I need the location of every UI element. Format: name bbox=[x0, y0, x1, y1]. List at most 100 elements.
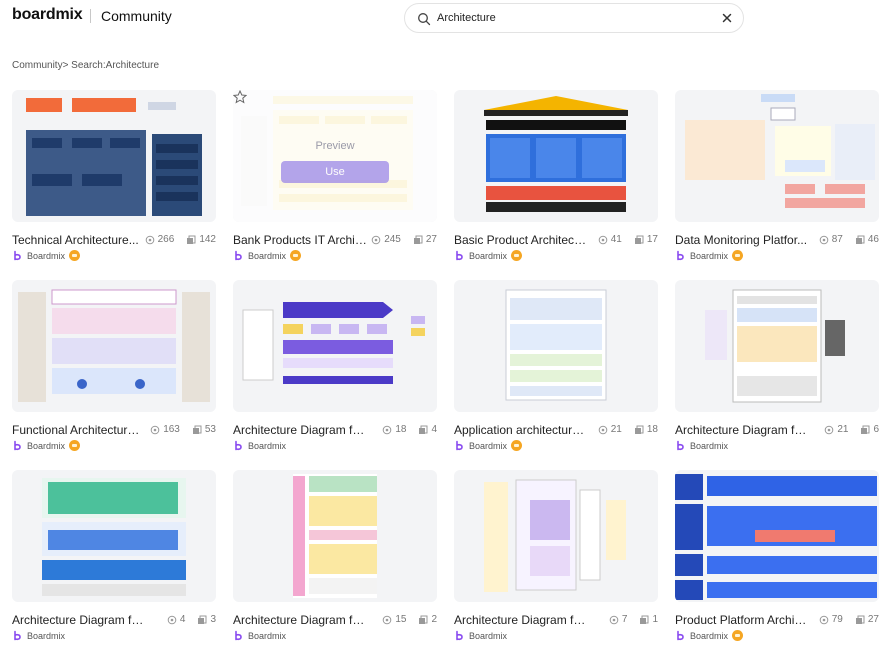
thumbnail-image bbox=[685, 94, 875, 208]
template-card[interactable]: Basic Product Architectur... 41 17 Board… bbox=[454, 90, 658, 262]
thumbnail-image bbox=[675, 474, 877, 600]
template-thumbnail[interactable] bbox=[12, 470, 216, 602]
close-icon[interactable] bbox=[720, 11, 734, 25]
copies-count: 3 bbox=[210, 614, 216, 625]
copies-icon bbox=[419, 615, 428, 624]
author[interactable]: Boardmix bbox=[675, 440, 728, 451]
card-stats: 4 3 bbox=[167, 614, 216, 625]
boardmix-b-icon bbox=[12, 250, 23, 261]
views-count: 18 bbox=[395, 424, 407, 435]
author-name[interactable]: Boardmix bbox=[248, 440, 287, 451]
template-card[interactable]: Application architecture ... 21 18 Board… bbox=[454, 280, 658, 452]
breadcrumb[interactable]: Community> Search:Architecture bbox=[12, 60, 160, 71]
card-stats: 266 142 bbox=[145, 234, 216, 245]
card-title[interactable]: Application architecture ... bbox=[454, 423, 588, 437]
template-thumbnail[interactable] bbox=[454, 280, 658, 412]
author[interactable]: Boardmix bbox=[12, 440, 81, 451]
template-thumbnail[interactable] bbox=[454, 470, 658, 602]
creator-badge-icon bbox=[732, 250, 744, 261]
preview-button[interactable]: Preview bbox=[315, 140, 355, 152]
template-thumbnail[interactable] bbox=[12, 280, 216, 412]
template-card[interactable]: Preview Use Bank Products IT Archit... 2… bbox=[233, 90, 437, 262]
author-name[interactable]: Boardmix bbox=[469, 630, 508, 641]
card-title[interactable]: Architecture Diagram for ... bbox=[233, 423, 367, 437]
views-count: 21 bbox=[837, 424, 849, 435]
views-count: 15 bbox=[395, 614, 407, 625]
author-name[interactable]: Boardmix bbox=[690, 440, 729, 451]
template-thumbnail[interactable]: Preview Use bbox=[233, 90, 437, 222]
copies-count: 53 bbox=[204, 424, 216, 435]
views-icon bbox=[609, 615, 619, 624]
template-card[interactable]: Functional Architecture ... 163 53 Board… bbox=[12, 280, 216, 452]
author[interactable]: Boardmix bbox=[454, 440, 523, 451]
card-title[interactable]: Architecture Diagram for A... bbox=[454, 613, 588, 627]
template-card[interactable]: Architecture Diagram for ... 21 6 Boardm… bbox=[675, 280, 879, 452]
template-card[interactable]: Architecture Diagram for I... 15 2 Board… bbox=[233, 470, 437, 642]
thumbnail-image bbox=[26, 98, 202, 216]
author-name[interactable]: Boardmix bbox=[27, 250, 66, 261]
views-icon bbox=[819, 235, 829, 244]
copies-count: 6 bbox=[873, 424, 879, 435]
author[interactable]: Boardmix bbox=[675, 630, 744, 641]
author-name[interactable]: Boardmix bbox=[469, 250, 508, 261]
author[interactable]: Boardmix bbox=[454, 630, 507, 641]
copies-icon bbox=[634, 235, 644, 244]
template-card[interactable]: Data Monitoring Platfor... 87 46 Boardmi… bbox=[675, 90, 879, 262]
card-title[interactable]: Product Platform Archite... bbox=[675, 613, 809, 627]
card-title[interactable]: Bank Products IT Archit... bbox=[233, 233, 367, 247]
card-title[interactable]: Architecture Diagram for ... bbox=[675, 423, 809, 437]
author-name[interactable]: Boardmix bbox=[248, 250, 287, 261]
views-icon bbox=[383, 615, 392, 624]
template-thumbnail[interactable] bbox=[675, 470, 879, 602]
author[interactable]: Boardmix bbox=[233, 440, 286, 451]
creator-badge-icon bbox=[511, 250, 523, 261]
card-title[interactable]: Architecture Diagram for I... bbox=[233, 613, 367, 627]
boardmix-b-icon bbox=[12, 440, 23, 451]
creator-badge-icon bbox=[290, 250, 302, 261]
author-name[interactable]: Boardmix bbox=[27, 630, 66, 641]
thumbnail-image bbox=[505, 289, 607, 401]
author-name[interactable]: Boardmix bbox=[690, 630, 729, 641]
template-card[interactable]: Architecture Diagram for ... 18 4 Boardm… bbox=[233, 280, 437, 452]
card-stats: 79 27 bbox=[819, 614, 879, 625]
copies-icon bbox=[855, 615, 865, 624]
template-thumbnail[interactable] bbox=[233, 280, 437, 412]
views-icon bbox=[825, 425, 834, 434]
author[interactable]: Boardmix bbox=[454, 250, 523, 261]
template-card[interactable]: Architecture Diagram for A... 7 1 Boardm… bbox=[454, 470, 658, 642]
author[interactable]: Boardmix bbox=[675, 250, 744, 261]
card-title[interactable]: Architecture Diagram for P... bbox=[12, 613, 146, 627]
card-stats: 21 6 bbox=[824, 424, 879, 435]
template-thumbnail[interactable] bbox=[675, 90, 879, 222]
template-card[interactable]: Product Platform Archite... 79 27 Boardm… bbox=[675, 470, 879, 642]
copies-icon bbox=[413, 235, 423, 244]
header-divider bbox=[90, 9, 91, 23]
community-title[interactable]: Community bbox=[101, 8, 172, 24]
boardmix-logo[interactable]: boardmix bbox=[12, 6, 83, 23]
template-thumbnail[interactable] bbox=[675, 280, 879, 412]
card-title[interactable]: Data Monitoring Platfor... bbox=[675, 233, 808, 247]
card-title[interactable]: Functional Architecture ... bbox=[12, 423, 146, 437]
author[interactable]: Boardmix bbox=[233, 630, 286, 641]
card-stats: 7 1 bbox=[609, 614, 658, 625]
search-input[interactable] bbox=[437, 9, 717, 27]
template-thumbnail[interactable] bbox=[233, 470, 437, 602]
template-thumbnail[interactable] bbox=[454, 90, 658, 222]
author[interactable]: Boardmix bbox=[12, 250, 81, 261]
copies-count: 46 bbox=[867, 234, 879, 245]
star-icon[interactable] bbox=[233, 90, 247, 104]
author-name[interactable]: Boardmix bbox=[690, 250, 729, 261]
author-name[interactable]: Boardmix bbox=[27, 440, 66, 451]
top-bar: boardmix Community bbox=[0, 0, 888, 36]
search-box[interactable] bbox=[404, 3, 744, 33]
card-title[interactable]: Basic Product Architectur... bbox=[454, 233, 588, 247]
template-card[interactable]: Technical Architecture... 266 142 Boardm… bbox=[12, 90, 216, 262]
use-button[interactable]: Use bbox=[281, 161, 389, 183]
author-name[interactable]: Boardmix bbox=[248, 630, 287, 641]
author-name[interactable]: Boardmix bbox=[469, 440, 508, 451]
author[interactable]: Boardmix bbox=[12, 630, 65, 641]
template-card[interactable]: Architecture Diagram for P... 4 3 Boardm… bbox=[12, 470, 216, 642]
author[interactable]: Boardmix bbox=[233, 250, 302, 261]
template-thumbnail[interactable] bbox=[12, 90, 216, 222]
card-title[interactable]: Technical Architecture... bbox=[12, 233, 139, 247]
